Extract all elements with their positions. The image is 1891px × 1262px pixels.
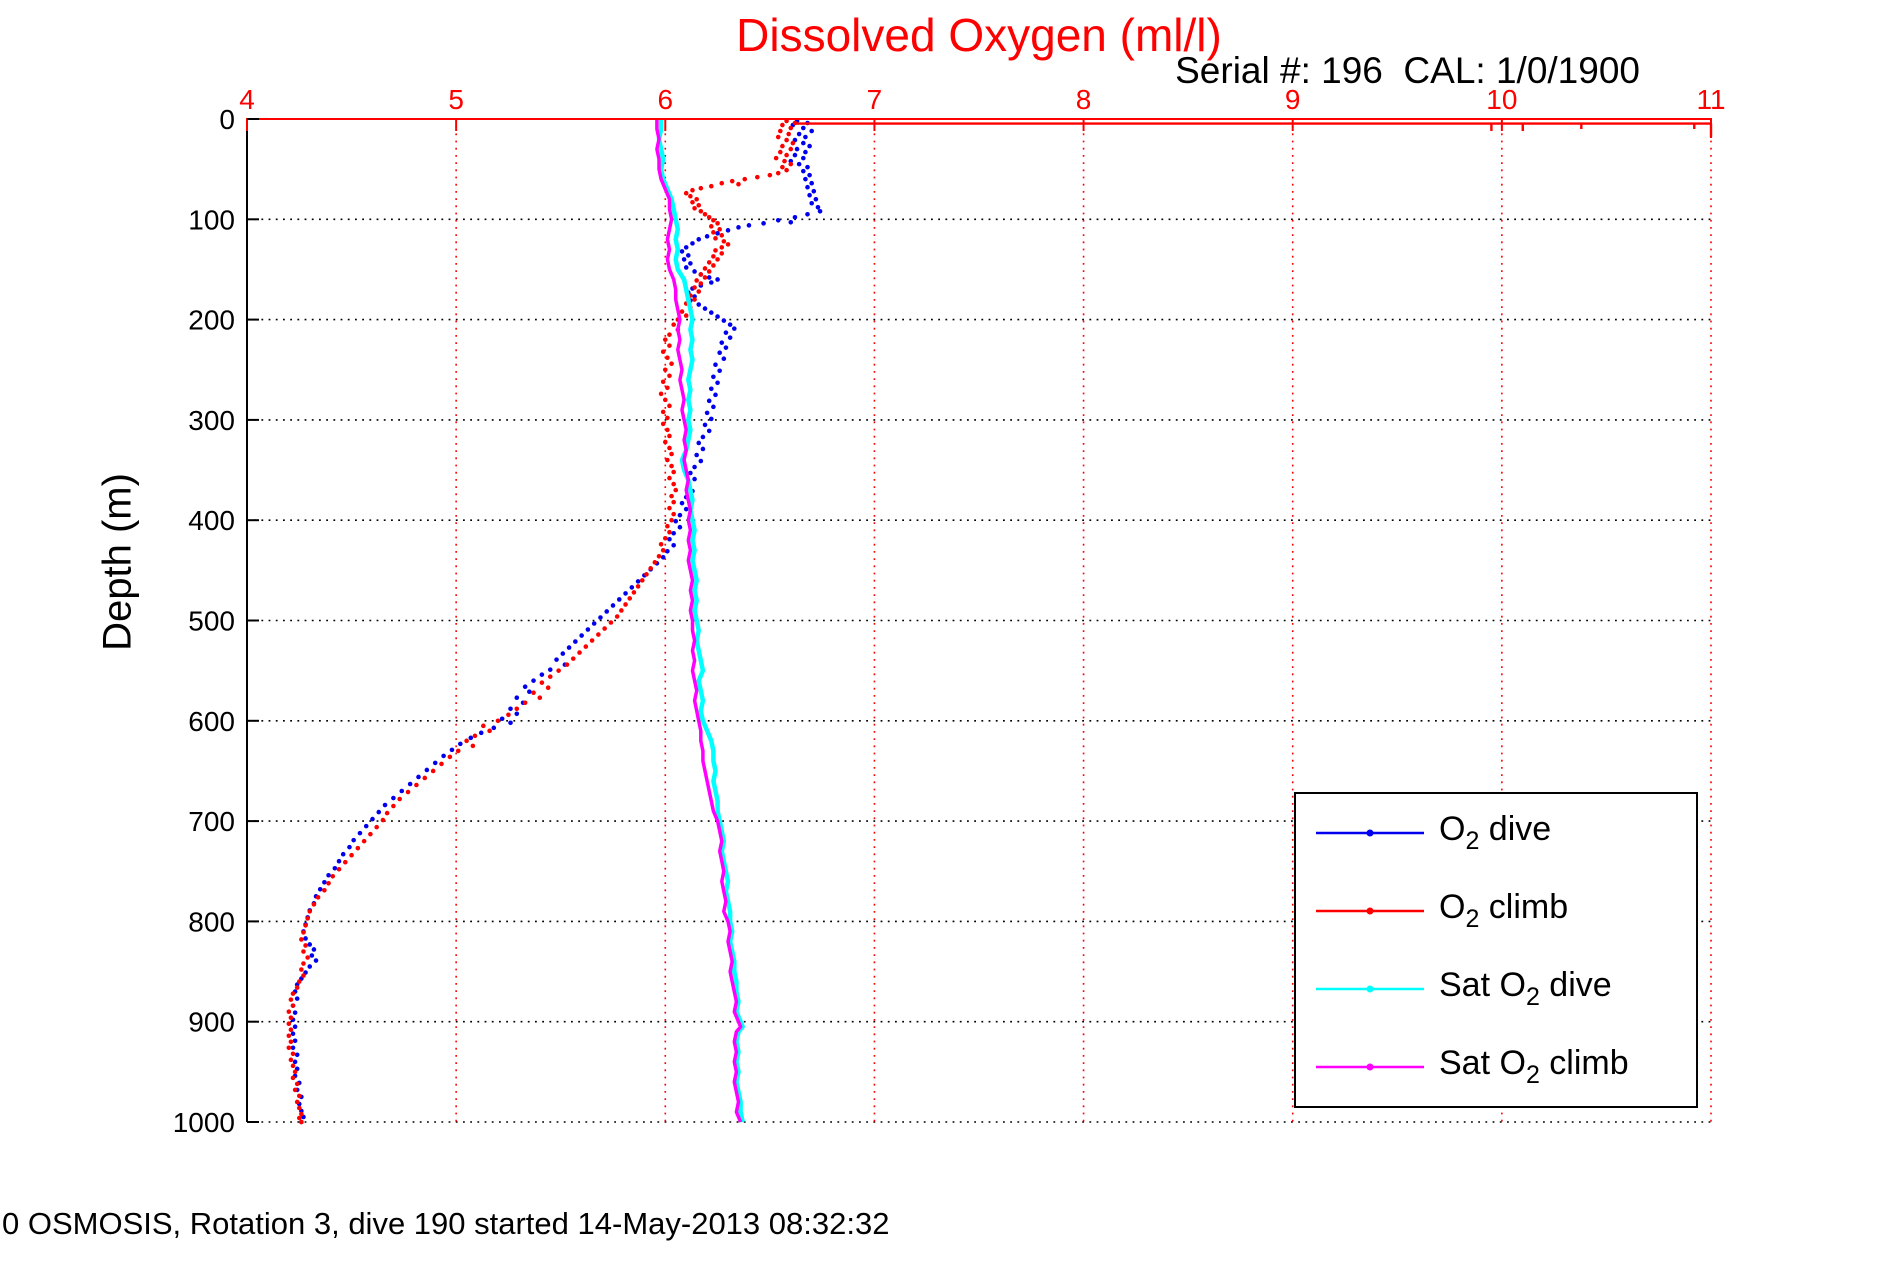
y-tick-label-100: 100 bbox=[188, 204, 235, 235]
y-tick-label-500: 500 bbox=[188, 606, 235, 637]
figure-caption: 0 OSMOSIS, Rotation 3, dive 190 started … bbox=[2, 1206, 890, 1241]
y-tick-label-0: 0 bbox=[219, 104, 235, 135]
legend-line-sample-o2-dive bbox=[1316, 829, 1424, 837]
y-tick-label-200: 200 bbox=[188, 305, 235, 336]
legend-line-sample-sat-o2-climb bbox=[1316, 1063, 1424, 1071]
axes: 4 5 6 7 8 9 10 11 0 100 200 300 400 500 600 700 800 900 10… bbox=[173, 84, 1726, 1138]
x-tick-label-7: 7 bbox=[867, 84, 883, 115]
legend-entry-o2-climb: O2 climb bbox=[1296, 872, 1696, 950]
series-sat-o2-climb bbox=[655, 119, 743, 1123]
legend-label-o2-climb: O2 climb bbox=[1439, 888, 1569, 933]
legend-entry-sat-o2-dive: Sat O2 dive bbox=[1296, 950, 1696, 1028]
legend-line-sample-sat-o2-dive bbox=[1316, 985, 1424, 993]
x-tick-label-9: 9 bbox=[1285, 84, 1301, 115]
legend-entry-o2-dive: O2 dive bbox=[1296, 794, 1696, 872]
legend-entry-sat-o2-climb: Sat O2 climb bbox=[1296, 1028, 1696, 1106]
legend-line-sample-o2-climb bbox=[1316, 907, 1424, 915]
x-tick-label-8: 8 bbox=[1076, 84, 1092, 115]
series-sat-o2-dive bbox=[656, 119, 745, 1123]
y-tick-label-700: 700 bbox=[188, 806, 235, 837]
y-tick-label-600: 600 bbox=[188, 706, 235, 737]
legend: O2 dive O2 climb Sat O2 dive Sat O2 climb bbox=[1294, 792, 1698, 1108]
y-tick-label-900: 900 bbox=[188, 1007, 235, 1038]
series-o2-climb bbox=[286, 118, 1713, 1125]
x-tick-label-11: 11 bbox=[1696, 84, 1725, 115]
y-tick-label-300: 300 bbox=[188, 405, 235, 436]
x-tick-label-10: 10 bbox=[1486, 84, 1517, 115]
y-tick-label-400: 400 bbox=[188, 505, 235, 536]
legend-label-o2-dive: O2 dive bbox=[1439, 810, 1552, 855]
x-tick-label-5: 5 bbox=[448, 84, 464, 115]
y-tick-label-800: 800 bbox=[188, 906, 235, 937]
legend-label-sat-o2-climb: Sat O2 climb bbox=[1439, 1044, 1629, 1089]
y-tick-label-1000: 1000 bbox=[173, 1107, 235, 1138]
chart-title: Dissolved Oxygen (ml/l) bbox=[736, 9, 1222, 61]
serial-annotation: Serial #: 196 CAL: 1/0/1900 bbox=[1175, 50, 1640, 91]
gridlines bbox=[247, 118, 1712, 1123]
x-tick-label-6: 6 bbox=[657, 84, 673, 115]
series-o2-dive bbox=[290, 118, 823, 1125]
legend-label-sat-o2-dive: Sat O2 dive bbox=[1439, 966, 1612, 1011]
x-tick-label-4: 4 bbox=[239, 84, 255, 115]
